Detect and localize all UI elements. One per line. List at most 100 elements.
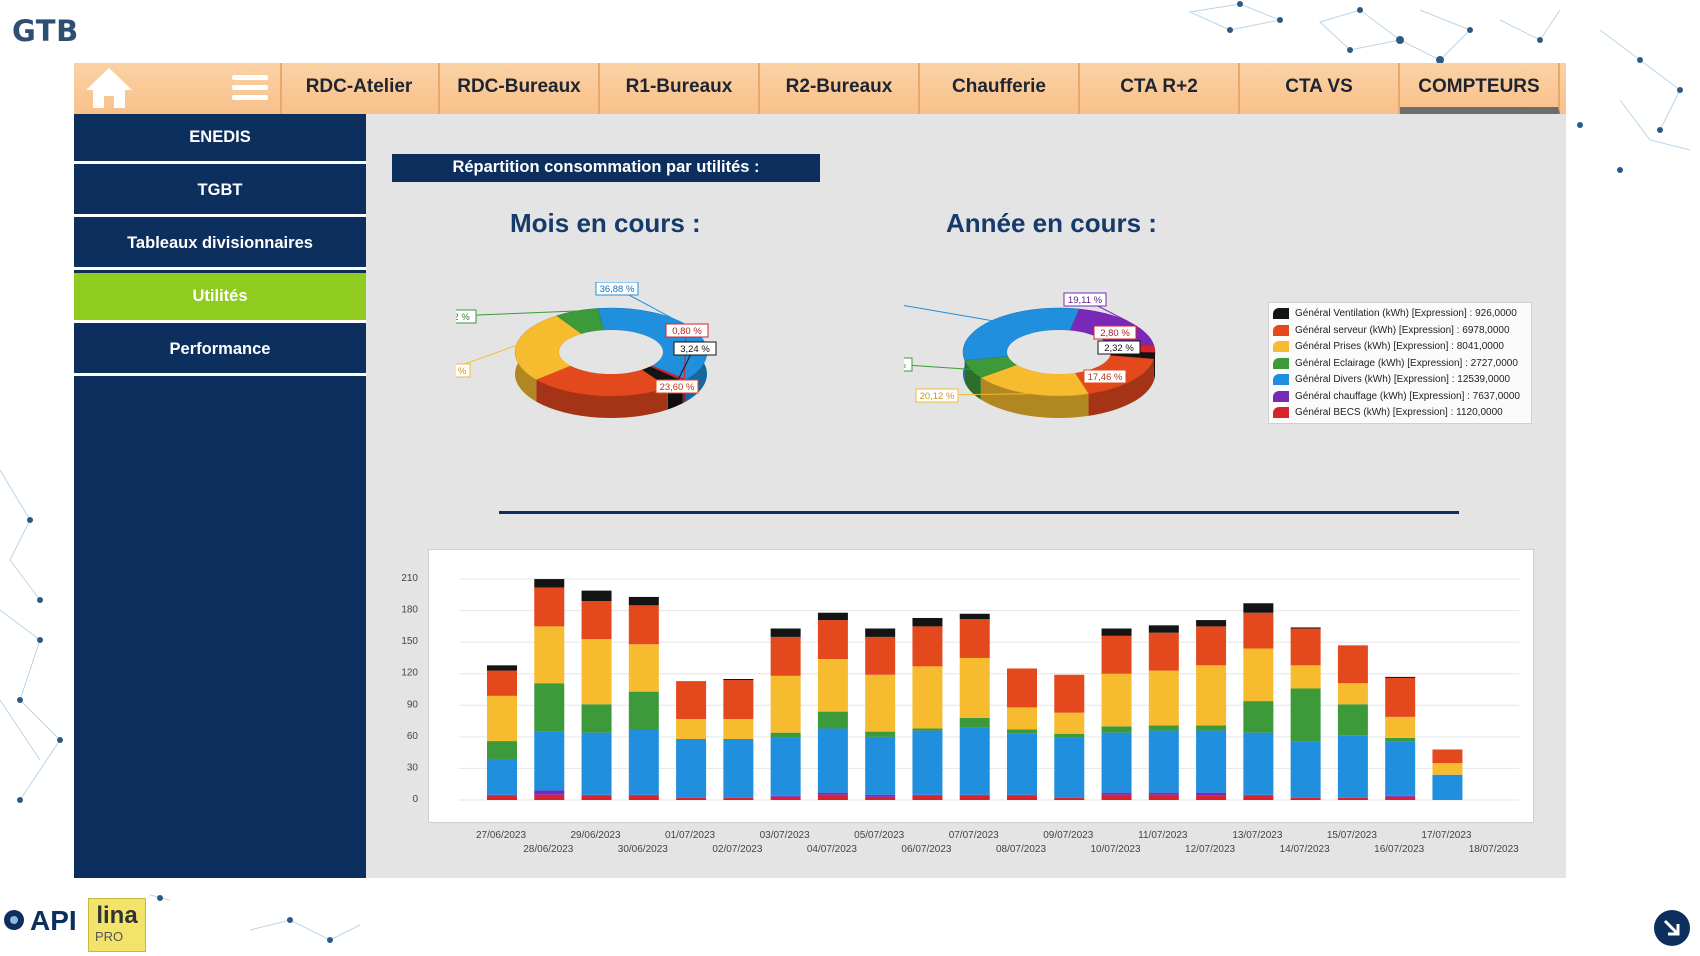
legend-label: Général Eclairage (kWh) [Expression] : 2… xyxy=(1295,357,1518,369)
donut-data-label: 3,24 % xyxy=(673,341,717,385)
bar-segment-serveur xyxy=(534,587,565,627)
bar-segment-eclairage xyxy=(628,691,659,730)
x-tick-label: 18/07/2023 xyxy=(1469,844,1519,855)
bar-segment-ventilation xyxy=(723,679,754,681)
bar-segment-prises xyxy=(865,674,896,732)
legend-item: Général serveur (kWh) [Expression] : 697… xyxy=(1273,324,1510,341)
home-button[interactable] xyxy=(74,63,144,114)
bar-segment-prises xyxy=(1196,665,1227,726)
sidebar-item-performance[interactable]: Performance xyxy=(74,326,366,376)
x-tick-label: 14/07/2023 xyxy=(1280,844,1330,855)
bar-segment-serveur xyxy=(1007,668,1037,708)
bar-segment-chauffage xyxy=(581,794,612,796)
bar-segment-chauffage xyxy=(534,790,565,795)
menu-button[interactable] xyxy=(144,63,282,114)
bar-segment-chauffage xyxy=(959,794,990,796)
x-tick-label: 27/06/2023 xyxy=(476,830,526,841)
legend-item: Général Eclairage (kWh) [Expression] : 2… xyxy=(1273,357,1518,374)
bar-segment-ventilation xyxy=(817,612,848,621)
x-tick-label: 28/06/2023 xyxy=(523,844,573,855)
bar-segment-serveur xyxy=(1101,635,1132,674)
next-page-button[interactable] xyxy=(1654,910,1690,946)
chart-legend: Général Ventilation (kWh) [Expression] :… xyxy=(1268,302,1532,424)
bar-segment-divers xyxy=(676,738,707,798)
bar-segment-serveur xyxy=(1337,645,1368,684)
bar-segment-serveur xyxy=(1196,626,1227,666)
x-tick-label: 02/07/2023 xyxy=(712,844,762,855)
tab-r2-bureaux[interactable]: R2-Bureaux xyxy=(760,63,920,114)
donut-slice-side xyxy=(980,377,1089,418)
tab-r1-bureaux[interactable]: R1-Bureaux xyxy=(600,63,760,114)
svg-text:20,12 %: 20,12 % xyxy=(920,391,955,402)
bar-segment-prises xyxy=(1101,673,1132,727)
bar-segment-serveur xyxy=(581,601,612,640)
tab-rdc-atelier[interactable]: RDC-Atelier xyxy=(280,63,440,114)
bar-segment-becs xyxy=(628,795,659,800)
bar-segment-divers xyxy=(1385,741,1416,796)
donut-data-label: 23,60 % xyxy=(598,379,699,397)
api-logo: API xyxy=(4,905,77,936)
bar-segment-prises xyxy=(1337,683,1368,705)
top-navigation: RDC-Atelier RDC-Bureaux R1-Bureaux R2-Burea… xyxy=(74,63,1566,114)
bar-segment-ventilation xyxy=(1243,603,1274,613)
bar-segment-divers xyxy=(1290,741,1321,798)
svg-text:2,80 %: 2,80 % xyxy=(1100,328,1130,339)
x-tick-label: 05/07/2023 xyxy=(854,830,904,841)
bar-segment-serveur xyxy=(1432,749,1463,764)
bar-segment-serveur xyxy=(676,681,707,719)
bar-segment-divers xyxy=(581,732,612,795)
bar-segment-prises xyxy=(487,695,517,742)
bar-segment-chauffage xyxy=(1243,794,1274,796)
bar-segment-prises xyxy=(959,657,990,718)
bar-segment-ventilation xyxy=(1196,620,1227,627)
bar-segment-divers xyxy=(817,728,848,793)
svg-text:19,11 %: 19,11 % xyxy=(1068,295,1103,306)
bar-segment-becs xyxy=(1290,797,1321,800)
bar-segment-becs xyxy=(959,795,990,800)
lina-pro-logo: lina PRO xyxy=(88,898,146,952)
legend-label: Général Prises (kWh) [Expression] : 8041… xyxy=(1295,341,1504,352)
legend-swatch xyxy=(1273,357,1289,369)
legend-label: Général chauffage (kWh) [Expression] : 7… xyxy=(1295,390,1520,402)
bar-segment-prises xyxy=(770,675,801,733)
tab-rdc-bureaux[interactable]: RDC-Bureaux xyxy=(440,63,600,114)
bar-segment-eclairage xyxy=(1101,726,1132,733)
donut-slice-side xyxy=(1153,352,1155,382)
donut-hole xyxy=(1007,330,1111,374)
tab-cta-r-2[interactable]: CTA R+2 xyxy=(1080,63,1240,114)
daily-consumption-bar-chart xyxy=(459,578,1519,801)
legend-swatch xyxy=(1273,324,1289,336)
donut-data-label: 25,48 % xyxy=(456,345,517,378)
donut-data-label: 20,12 % xyxy=(915,388,1029,403)
bar-chart-area xyxy=(428,549,1534,823)
bar-segment-prises xyxy=(1432,763,1463,775)
bar-segment-ventilation xyxy=(959,613,990,620)
bar-segment-divers xyxy=(628,729,659,795)
legend-swatch xyxy=(1273,341,1289,352)
section-divider xyxy=(499,511,1459,514)
bar-segment-becs xyxy=(1385,796,1416,800)
tab-cta-vs[interactable]: CTA VS xyxy=(1240,63,1400,114)
bar-segment-chauffage xyxy=(912,794,943,796)
bar-segment-divers xyxy=(1243,732,1274,795)
legend-label: Général Divers (kWh) [Expression] : 1253… xyxy=(1295,374,1511,385)
sidebar: ENEDIS TGBT Tableaux divisionnaires Utilité… xyxy=(74,114,366,878)
donut-slice-side xyxy=(536,379,668,418)
svg-text:25,48 %: 25,48 % xyxy=(456,366,467,377)
bar-segment-chauffage xyxy=(628,794,659,796)
bar-segment-divers xyxy=(770,737,801,796)
sidebar-item-utilit-s[interactable]: Utilités xyxy=(74,273,366,323)
tab-compteurs[interactable]: COMPTEURS xyxy=(1400,63,1560,114)
sidebar-item-enedis[interactable]: ENEDIS xyxy=(74,114,366,164)
year-donut-chart: 19,11 % 2,80 % 2,32 % 17,46 % 20,12 % 6,82 % 3… xyxy=(904,292,1156,418)
bar-segment-prises xyxy=(1054,712,1085,734)
bar-segment-prises xyxy=(1007,707,1037,730)
bar-segment-ventilation xyxy=(1290,627,1321,629)
bar-segment-prises xyxy=(534,626,565,684)
sidebar-item-tableaux-divisionnaires[interactable]: Tableaux divisionnaires xyxy=(74,220,366,270)
sidebar-item-tgbt[interactable]: TGBT xyxy=(74,167,366,217)
year-chart-title: Année en cours : xyxy=(946,208,1157,238)
bar-segment-becs xyxy=(1007,795,1037,800)
y-axis-labels: 0 30 60 90 120 150 180 210 xyxy=(401,573,418,805)
tab-chaufferie[interactable]: Chaufferie xyxy=(920,63,1080,114)
